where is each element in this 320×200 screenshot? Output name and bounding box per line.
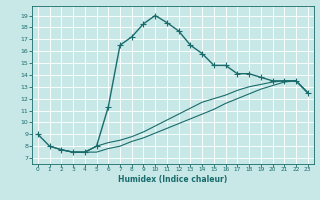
X-axis label: Humidex (Indice chaleur): Humidex (Indice chaleur) [118, 175, 228, 184]
